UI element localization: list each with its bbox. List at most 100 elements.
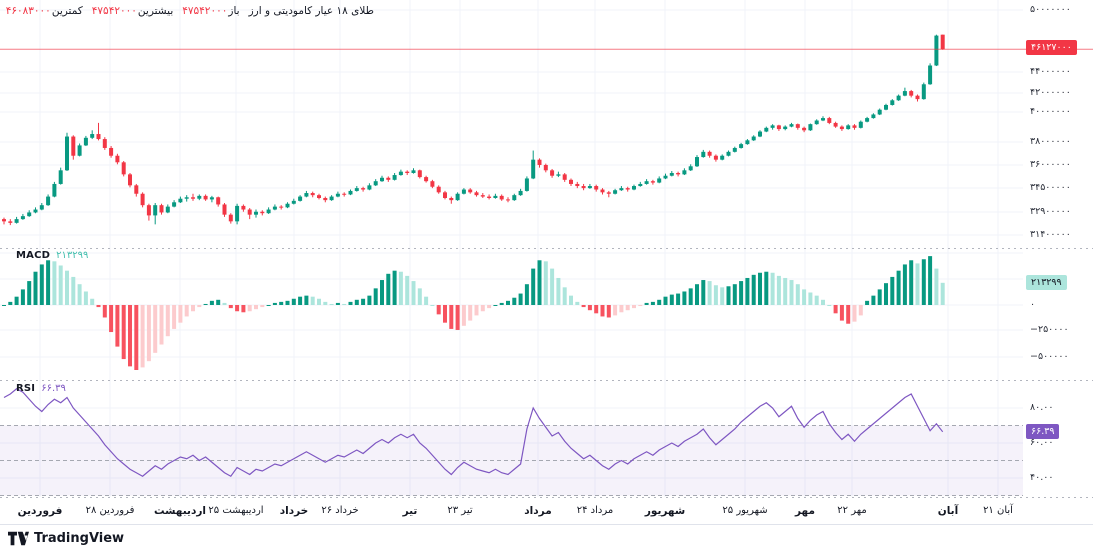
macd-bar: [405, 275, 410, 305]
macd-bar: [367, 295, 372, 305]
macd-bar: [556, 277, 561, 305]
macd-bar: [569, 295, 573, 305]
macd-bar: [487, 305, 492, 309]
candle-body: [846, 125, 851, 130]
macd-bar: [821, 299, 825, 305]
candle-body: [524, 178, 529, 191]
candle-body: [827, 118, 832, 123]
price-axis-label: ۵۰۰۰۰۰۰۰: [1030, 4, 1071, 15]
macd-bar: [518, 293, 523, 305]
candle-body: [140, 193, 145, 206]
rsi-legend[interactable]: RSI ۶۶.۳۹: [16, 383, 66, 394]
time-axis-tick: شهریور: [644, 505, 686, 517]
macd-bar: [203, 303, 208, 305]
candle-body: [871, 114, 876, 119]
candle-body: [216, 197, 221, 205]
candle-body: [461, 189, 466, 194]
macd-bar: [285, 300, 290, 305]
chart-canvas[interactable]: [0, 0, 1093, 524]
tradingview-logo-icon[interactable]: [8, 531, 29, 546]
candle-body: [468, 189, 473, 193]
macd-bar: [146, 305, 151, 362]
macd-bar: [436, 305, 441, 315]
candle-body: [361, 188, 366, 190]
candle-body: [877, 109, 882, 115]
macd-bar: [480, 305, 485, 312]
candle-body: [424, 177, 429, 182]
macd-bar: [178, 305, 183, 323]
candle-body: [619, 188, 624, 191]
candle-body: [27, 212, 32, 217]
macd-bar: [96, 305, 101, 308]
candle-body: [191, 197, 195, 199]
candle-body: [808, 124, 813, 131]
candle-body: [386, 177, 391, 180]
macd-bar: [216, 299, 221, 305]
price-axis-label: ۳۶۰۰۰۰۰۰: [1030, 159, 1071, 170]
macd-bar: [682, 291, 687, 305]
macd-bar: [260, 305, 265, 308]
rsi-line: [3, 388, 944, 478]
candle-body: [380, 177, 384, 182]
candle-body: [802, 127, 807, 131]
candle-body: [632, 186, 636, 190]
candle-body: [417, 170, 422, 178]
macd-bar: [115, 305, 120, 347]
tradingview-brand-text[interactable]: TradingView: [34, 531, 125, 546]
candle-body: [701, 151, 706, 158]
macd-legend[interactable]: MACD ۲۱۳۲۹۹: [16, 250, 88, 261]
candle-body: [411, 170, 416, 174]
candle-body: [600, 189, 605, 193]
symbol-legend[interactable]: طلای ۱۸ عیار کامودیتی و ارز باز ۴۷۵۴۲۰۰۰ …: [2, 5, 374, 17]
macd-bar: [209, 300, 214, 305]
macd-bar: [373, 288, 378, 305]
macd-bar: [323, 301, 328, 305]
time-axis-tick: تیر: [402, 505, 418, 517]
price-axis-column[interactable]: ۴۶۱۲۷۰۰۰ ۲۱۳۲۹۹ ۶۶.۳۹ ۵۰۰۰۰۰۰۰ ۴۴۰۰۰۰۰۰ ۴۲…: [1023, 0, 1093, 524]
macd-bar: [398, 271, 403, 305]
candle-body: [896, 95, 901, 101]
macd-bar: [581, 305, 586, 308]
candle-body: [398, 171, 403, 176]
macd-bar: [361, 298, 366, 305]
legend-high: بیشترین ۴۷۵۴۲۰۰۰: [91, 5, 174, 17]
macd-bar: [814, 295, 819, 305]
candle-body: [909, 91, 914, 96]
macd-bar: [600, 305, 605, 317]
candle-body: [657, 178, 662, 183]
macd-bar: [789, 280, 794, 305]
macd-bar: [443, 305, 447, 323]
macd-bar: [52, 261, 57, 305]
macd-bar: [254, 305, 258, 310]
macd-bar: [884, 283, 888, 305]
candle-body: [184, 197, 189, 199]
macd-bar: [550, 268, 555, 305]
macd-bar: [650, 301, 655, 305]
candle-body: [241, 205, 246, 210]
candle-body: [556, 174, 561, 176]
macd-bar: [222, 302, 227, 305]
candle-body: [449, 197, 454, 201]
footer-bar: TradingView: [0, 524, 1093, 552]
candle-body: [934, 35, 939, 66]
macd-bar: [411, 281, 416, 305]
candle-body: [550, 170, 555, 176]
macd-bar: [928, 256, 933, 305]
macd-bar: [606, 305, 611, 318]
macd-bar: [461, 305, 466, 326]
candle-body: [688, 166, 693, 171]
macd-bar: [808, 292, 813, 305]
candle-body: [921, 84, 926, 100]
candle-body: [732, 147, 737, 152]
candle-body: [783, 126, 788, 130]
time-axis[interactable]: فروردین ۲۸ فروردین اردیبهشت ۲۵ اردیبهشت خردا…: [0, 497, 1023, 524]
macd-bar: [247, 305, 252, 312]
macd-bar: [739, 281, 744, 305]
candle-body: [285, 203, 290, 208]
candle-body: [852, 125, 857, 128]
candle-body: [940, 34, 945, 50]
macd-bar: [846, 305, 851, 324]
candle-body: [814, 120, 819, 125]
macd-bar: [329, 303, 334, 305]
macd-bar: [531, 268, 536, 305]
